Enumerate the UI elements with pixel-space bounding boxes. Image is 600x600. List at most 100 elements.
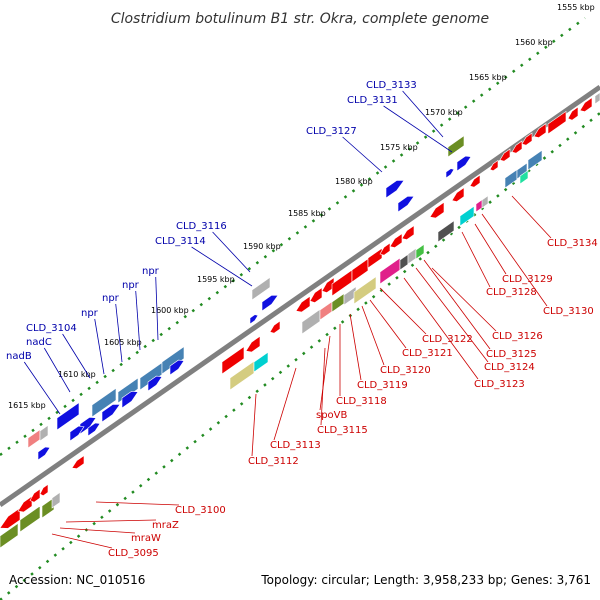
gene-block — [437, 220, 455, 243]
gene-arrow — [511, 140, 523, 154]
leader-line — [402, 90, 444, 138]
leader-line — [273, 367, 297, 441]
gene-label-minus: spoVB — [316, 410, 348, 421]
gene-block — [481, 195, 489, 209]
gene-label-plus: CLD_3127 — [306, 126, 357, 137]
gene-arrow — [489, 159, 499, 172]
gene-block — [39, 424, 49, 442]
gene-block — [367, 247, 383, 269]
gene-block — [301, 308, 321, 335]
leader-line — [369, 299, 407, 349]
tick-label: 1580 kbp — [335, 177, 373, 186]
tick-label: 1575 kbp — [380, 143, 418, 152]
gene-arrow — [469, 174, 481, 188]
gene-arrow — [309, 287, 323, 303]
leader-line — [94, 318, 105, 375]
leader-line — [135, 290, 141, 351]
tick-label: 1600 kbp — [151, 306, 189, 315]
gene-block — [547, 110, 567, 135]
leader-line — [342, 136, 383, 173]
gene-arrow — [37, 446, 51, 461]
genome-backbone — [0, 84, 600, 508]
leader-line — [212, 231, 251, 273]
gene-arrow — [401, 225, 415, 240]
leader-line — [511, 195, 552, 239]
gene-block — [229, 360, 255, 391]
gene-label-plus: nadB — [6, 351, 32, 362]
tick-label: 1585 kbp — [288, 209, 326, 218]
gene-block — [56, 402, 80, 431]
gene-arrow — [245, 335, 261, 353]
leader-line — [23, 361, 61, 415]
gene-block — [221, 346, 245, 375]
gene-block — [447, 135, 465, 158]
gene-arrow — [121, 390, 139, 409]
gene-block — [399, 253, 409, 271]
gene-block — [504, 169, 518, 189]
gene-label-minus: CLD_3121 — [402, 348, 453, 359]
gene-arrow — [499, 148, 511, 162]
gene-block — [459, 205, 475, 227]
gene-label-minus: CLD_3120 — [380, 365, 431, 376]
gene-arrow — [101, 404, 121, 423]
gene-block — [353, 276, 377, 305]
gene-block — [139, 362, 163, 391]
gene-arrow — [533, 123, 547, 138]
gene-arrow — [69, 425, 85, 442]
gene-arrow — [169, 359, 185, 376]
leader-line — [251, 393, 257, 457]
leader-line — [415, 267, 489, 363]
gene-arrow — [385, 180, 405, 199]
gene-label-minus: CLD_3122 — [422, 334, 473, 345]
gene-arrow — [521, 132, 533, 146]
tick-label: 1565 kbp — [469, 73, 507, 82]
gene-label-plus: CLD_3133 — [366, 80, 417, 91]
gene-arrow — [445, 168, 455, 179]
gene-label-plus: CLD_3114 — [155, 236, 206, 247]
gene-label-plus: npr — [142, 266, 160, 277]
gene-arrow — [147, 375, 163, 392]
gene-label-plus: CLD_3116 — [176, 221, 227, 232]
outer-dotted-track — [0, 16, 586, 457]
gene-block — [91, 387, 117, 418]
gene-labels: CLD_3133 CLD_3131 CLD_3127 CLD_3116 CLD_3114… — [6, 80, 598, 559]
gene-block — [331, 293, 345, 313]
gene-label-minus: mraW — [131, 533, 161, 544]
gene-block — [41, 497, 55, 519]
gene-block — [379, 257, 401, 285]
leader-line — [62, 333, 91, 379]
gene-label-plus: nadC — [26, 337, 52, 348]
leader-line — [383, 105, 453, 153]
tick-label: 1605 kbp — [104, 338, 142, 347]
tick-label: 1615 kbp — [8, 401, 46, 410]
gene-label-minus: CLD_3112 — [248, 456, 299, 467]
tick-label: 1595 kbp — [197, 275, 235, 284]
leader-line — [319, 335, 331, 411]
gene-block — [253, 351, 269, 373]
gene-arrow — [71, 455, 85, 469]
gene-arrow — [567, 106, 579, 121]
gene-label-minus: CLD_3113 — [270, 440, 321, 451]
gene-arrow — [379, 242, 391, 256]
gene-arrow — [0, 507, 21, 529]
gene-block — [251, 276, 271, 301]
gene-arrow — [389, 233, 403, 248]
leader-line — [95, 501, 180, 506]
gene-arrow — [429, 201, 445, 219]
leader-line — [65, 519, 157, 523]
gene-label-minus: CLD_3129 — [502, 274, 553, 285]
gene-label-minus: CLD_3095 — [108, 548, 159, 559]
leader-line — [51, 533, 113, 549]
gene-block — [594, 92, 600, 105]
leader-line — [115, 303, 123, 363]
gene-label-plus: npr — [81, 308, 99, 319]
leader-line — [59, 527, 136, 534]
gene-label-minus: CLD_3119 — [357, 380, 408, 391]
gene-block — [319, 301, 333, 321]
leader-line — [361, 305, 385, 366]
label-leader-lines — [23, 90, 552, 549]
leader-line — [431, 267, 497, 332]
gene-arrow — [456, 155, 472, 172]
tick-label: 1590 kbp — [243, 242, 281, 251]
